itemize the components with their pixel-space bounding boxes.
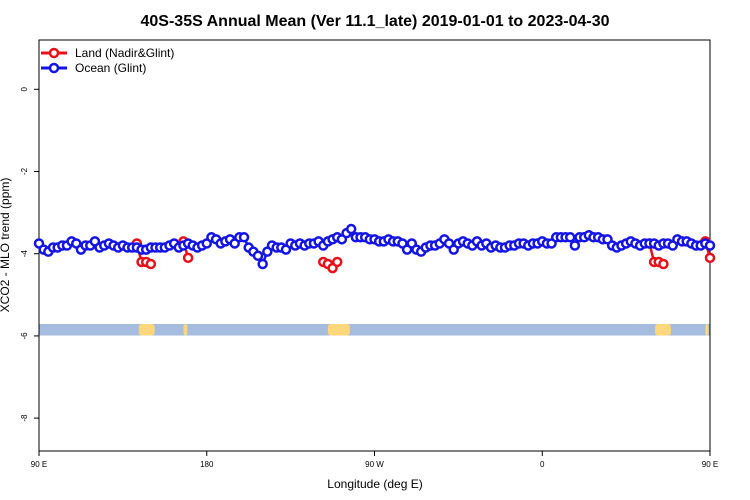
legend-land-marker [48, 47, 60, 59]
y-tick-label: -6 [20, 332, 29, 340]
legend-land-label: Land (Nadir&Glint) [75, 46, 174, 60]
land-point [331, 256, 343, 268]
legend: Land (Nadir&Glint) Ocean (Glint) [41, 46, 174, 75]
series-ocean [33, 223, 716, 270]
ocean-point [345, 223, 357, 235]
x-axis-label: Longitude (deg E) [327, 477, 422, 491]
y-tick-label: -8 [20, 414, 29, 422]
map-strip [39, 324, 710, 336]
x-tick-label: 90 W [365, 460, 384, 469]
y-tick-label: -4 [20, 250, 29, 258]
map-land-australia [138, 324, 155, 336]
x-tick-label: 90 E [31, 460, 47, 469]
y-tick-label: -2 [20, 167, 29, 175]
ocean-point [564, 232, 576, 243]
y-tick-label: 0 [20, 87, 29, 92]
chart-title: 40S-35S Annual Mean (Ver 11.1_late) 2019… [141, 13, 610, 30]
land-point [658, 258, 669, 270]
y-axis-label: XCO2 - MLO trend (ppm) [0, 178, 12, 313]
ocean-point [238, 232, 250, 243]
x-axis: 90 E 180 90 W 0 90 E [31, 451, 718, 469]
ocean-point [704, 240, 716, 251]
land-point [704, 252, 716, 264]
x-tick-label: 180 [200, 460, 214, 469]
x-tick-label: 90 E [702, 460, 718, 469]
x-tick-label: 0 [540, 460, 545, 469]
map-land-new-zealand-repeat [705, 324, 709, 336]
legend-ocean-marker [48, 62, 60, 74]
legend-ocean-label: Ocean (Glint) [75, 61, 146, 75]
ocean-point [252, 250, 264, 262]
land-point [182, 252, 194, 264]
map-ocean-band [39, 324, 710, 336]
ocean-point [569, 240, 581, 251]
y-axis: 0 -2 -4 -6 -8 [20, 87, 39, 422]
land-point [145, 258, 157, 270]
map-land-australia-repeat [655, 324, 672, 336]
ocean-point [257, 258, 268, 270]
map-land-south-america [327, 324, 350, 336]
map-land-new-zealand [183, 324, 188, 336]
